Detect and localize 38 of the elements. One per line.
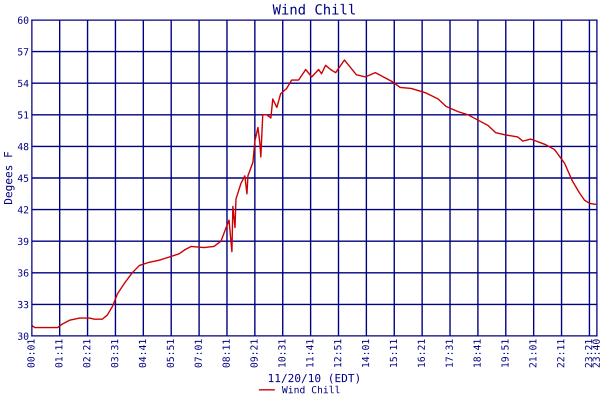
x-tick-label: 05:51 <box>166 339 174 368</box>
y-tick-label: 39 <box>18 238 28 246</box>
y-tick-label: 42 <box>18 206 28 214</box>
x-tick-label: 21:01 <box>529 339 537 368</box>
y-tick-label: 36 <box>18 269 28 277</box>
x-tick-label: 23:21 <box>584 339 592 368</box>
x-tick-label: 12:51 <box>334 339 342 367</box>
x-tick-label: 22:11 <box>557 339 564 368</box>
y-axis-title: Degees F <box>4 152 15 204</box>
y-tick-label: 30 <box>18 332 28 340</box>
y-tick-label: 54 <box>18 80 29 88</box>
y-tick-label: 48 <box>18 142 28 150</box>
x-tick-label: 17:31 <box>446 339 453 367</box>
x-tick-label: 08:11 <box>222 339 230 368</box>
x-axis-title: 11/20/10 (EDT) <box>268 374 359 384</box>
x-tick-label: 03:31 <box>110 339 118 368</box>
x-tick-label: 00:01 <box>27 339 35 368</box>
x-tick-label: 02:21 <box>83 339 90 368</box>
y-tick-label: 45 <box>18 174 28 182</box>
x-tick-label: 15:11 <box>390 339 398 367</box>
x-tick-label: 19:51 <box>501 339 509 367</box>
x-tick-label: 01:11 <box>55 339 63 368</box>
x-tick-label: 14:01 <box>362 339 370 367</box>
x-tick-label: 07:01 <box>194 339 202 368</box>
x-tick-label: 04:41 <box>138 339 146 368</box>
line-series <box>32 59 596 328</box>
chart-title: Wind Chill <box>272 4 355 15</box>
y-tick-label: 33 <box>18 300 28 308</box>
x-tick-label: 23:40 <box>592 339 600 368</box>
x-tick-label: 16:21 <box>418 339 425 367</box>
y-tick-label: 51 <box>18 111 28 119</box>
x-tick-label: 10:31 <box>278 339 286 367</box>
y-tick-label: 57 <box>18 48 28 56</box>
x-tick-label: 18:41 <box>473 339 481 367</box>
x-tick-label: 11:41 <box>306 339 314 367</box>
legend-label: Wind Chill <box>282 386 340 394</box>
x-tick-label: 09:21 <box>250 339 258 368</box>
y-tick-label: 60 <box>18 16 28 24</box>
